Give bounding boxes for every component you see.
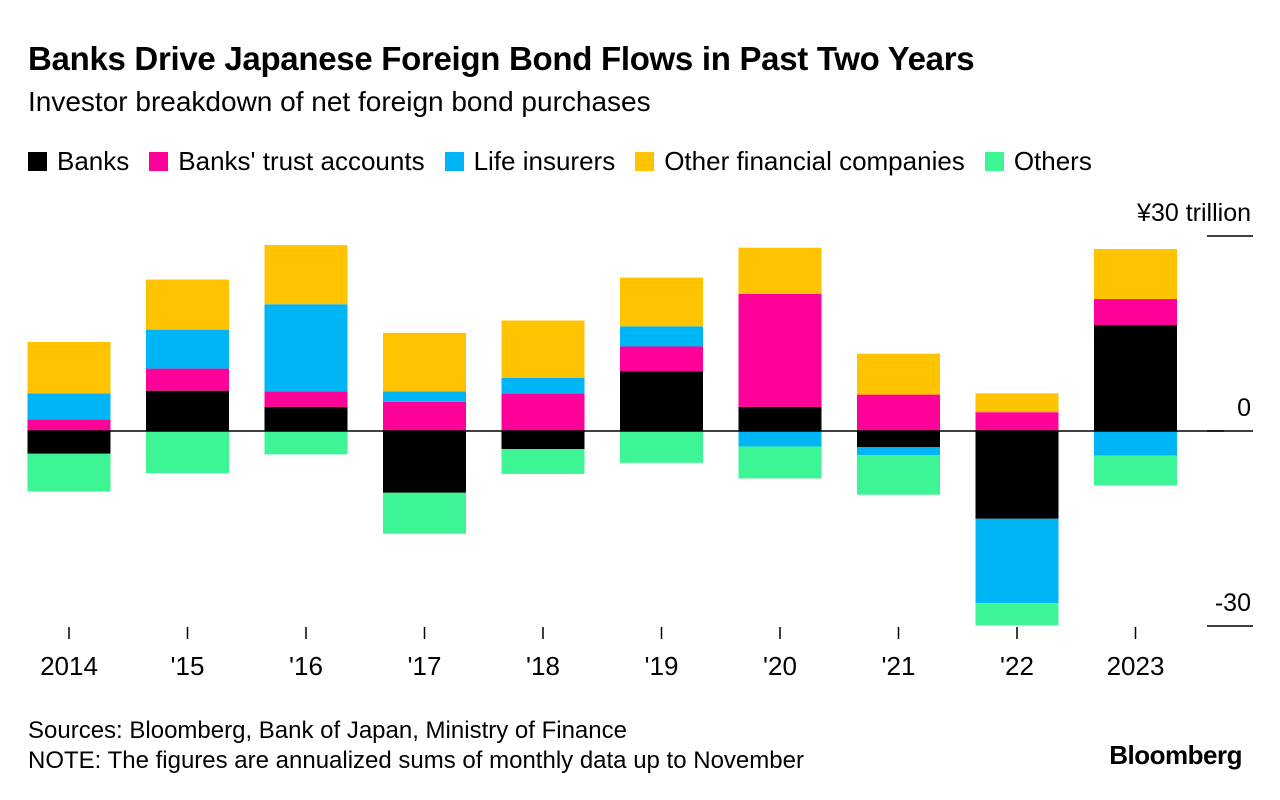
- x-tick-label-20: '20: [763, 651, 797, 681]
- bar-banks-trust-accounts-22: [975, 412, 1059, 431]
- bar-banks-2023: [1094, 325, 1177, 431]
- bar-other-financial-companies-17: [383, 332, 466, 392]
- bar-others-17: [383, 492, 466, 534]
- bar-banks-trust-accounts-21: [857, 394, 940, 431]
- legend-item-banks: Banks: [28, 146, 129, 177]
- x-tick-label-16: '16: [289, 651, 323, 681]
- legend-swatch-others: [984, 152, 1004, 171]
- x-tick-label-17: '17: [408, 651, 442, 681]
- bar-banks-2014: [27, 431, 111, 454]
- chart-legend: Banks Banks' trust accounts Life insurer…: [28, 146, 1112, 177]
- x-tick-label-2014: 2014: [40, 651, 98, 681]
- bar-banks-19: [620, 371, 703, 431]
- legend-swatch-banks-trust-accounts: [149, 152, 169, 171]
- bar-life-insurers-2014: [27, 393, 111, 420]
- bar-life-insurers-17: [383, 391, 466, 402]
- bar-others-21: [857, 455, 940, 495]
- bar-life-insurers-21: [857, 447, 940, 456]
- bar-banks-trust-accounts-17: [383, 401, 466, 431]
- chart-subtitle: Investor breakdown of net foreign bond p…: [28, 86, 651, 117]
- bar-life-insurers-18: [501, 377, 585, 394]
- x-tick-label-19: '19: [645, 651, 679, 681]
- legend-item-banks-trust-accounts: Banks' trust accounts: [149, 146, 425, 177]
- bar-banks-trust-accounts-20: [738, 293, 822, 407]
- legend-swatch-other-financial-companies: [635, 152, 655, 171]
- legend-item-other-financial-companies: Other financial companies: [635, 146, 965, 177]
- x-tick-label-15: '15: [171, 651, 205, 681]
- bar-others-2023: [1094, 455, 1177, 486]
- bar-others-16: [264, 431, 348, 455]
- bar-other-financial-companies-2014: [27, 341, 111, 394]
- bar-other-financial-companies-16: [264, 245, 348, 305]
- bar-life-insurers-2023: [1094, 431, 1177, 456]
- y-tick-label-30: ¥30 trillion: [1136, 199, 1251, 227]
- bloomberg-logo: Bloomberg: [1109, 740, 1242, 770]
- legend-label-banks-trust-accounts: Banks' trust accounts: [178, 146, 425, 176]
- bar-banks-trust-accounts-15: [146, 368, 229, 391]
- chart-footer: Sources: Bloomberg, Bank of Japan, Minis…: [28, 716, 804, 776]
- bar-other-financial-companies-19: [620, 277, 703, 327]
- bar-others-19: [620, 431, 703, 463]
- bar-banks-trust-accounts-19: [620, 346, 703, 372]
- x-tick-label-22: '22: [1000, 651, 1034, 681]
- bar-banks-trust-accounts-2023: [1094, 299, 1177, 326]
- y-tick-label-30: -30: [1215, 589, 1251, 617]
- bar-others-2014: [27, 453, 111, 492]
- data-note: NOTE: The figures are annualized sums of…: [28, 747, 804, 774]
- bar-life-insurers-20: [738, 431, 822, 447]
- bar-banks-trust-accounts-16: [264, 391, 348, 407]
- bar-other-financial-companies-2023: [1094, 249, 1177, 300]
- bar-banks-21: [857, 431, 940, 448]
- bar-others-18: [501, 449, 585, 474]
- x-tick-label-21: '21: [882, 651, 916, 681]
- bar-other-financial-companies-21: [857, 353, 940, 395]
- legend-label-banks: Banks: [57, 146, 130, 176]
- bar-other-financial-companies-22: [975, 393, 1059, 413]
- bar-others-20: [738, 446, 822, 479]
- bar-banks-20: [738, 406, 822, 431]
- sources-note: Sources: Bloomberg, Bank of Japan, Minis…: [28, 717, 627, 744]
- x-tick-label-18: '18: [526, 651, 560, 681]
- y-tick-label-0: 0: [1237, 394, 1251, 422]
- chart-title: Banks Drive Japanese Foreign Bond Flows …: [28, 40, 975, 77]
- bar-banks-22: [975, 431, 1059, 519]
- x-tick-label-2023: 2023: [1107, 651, 1165, 681]
- bar-others-15: [146, 431, 229, 474]
- bar-banks-17: [383, 431, 466, 493]
- legend-label-others: Others: [1013, 146, 1092, 176]
- bar-other-financial-companies-18: [501, 320, 585, 378]
- legend-swatch-banks: [28, 152, 47, 171]
- bar-life-insurers-22: [975, 518, 1059, 604]
- bar-life-insurers-15: [146, 329, 229, 369]
- bar-others-22: [975, 603, 1059, 626]
- bar-life-insurers-19: [620, 326, 703, 347]
- bar-other-financial-companies-15: [146, 279, 229, 330]
- legend-item-others: Others: [984, 146, 1092, 177]
- legend-swatch-life-insurers: [444, 152, 464, 171]
- legend-item-life-insurers: Life insurers: [444, 146, 616, 177]
- legend-label-other-financial-companies: Other financial companies: [664, 146, 965, 176]
- legend-label-life-insurers: Life insurers: [473, 146, 616, 176]
- bar-banks-18: [501, 431, 585, 450]
- bar-banks-trust-accounts-18: [501, 393, 585, 431]
- bar-banks-trust-accounts-2014: [27, 419, 111, 431]
- bar-other-financial-companies-20: [738, 247, 822, 294]
- bar-life-insurers-16: [264, 304, 348, 392]
- bar-banks-16: [264, 406, 348, 431]
- bar-banks-15: [146, 390, 229, 431]
